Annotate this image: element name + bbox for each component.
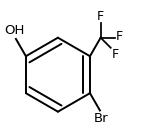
Text: F: F bbox=[97, 10, 104, 23]
Text: Br: Br bbox=[93, 112, 108, 125]
Text: OH: OH bbox=[4, 24, 25, 37]
Text: F: F bbox=[111, 48, 119, 62]
Text: F: F bbox=[116, 30, 123, 43]
